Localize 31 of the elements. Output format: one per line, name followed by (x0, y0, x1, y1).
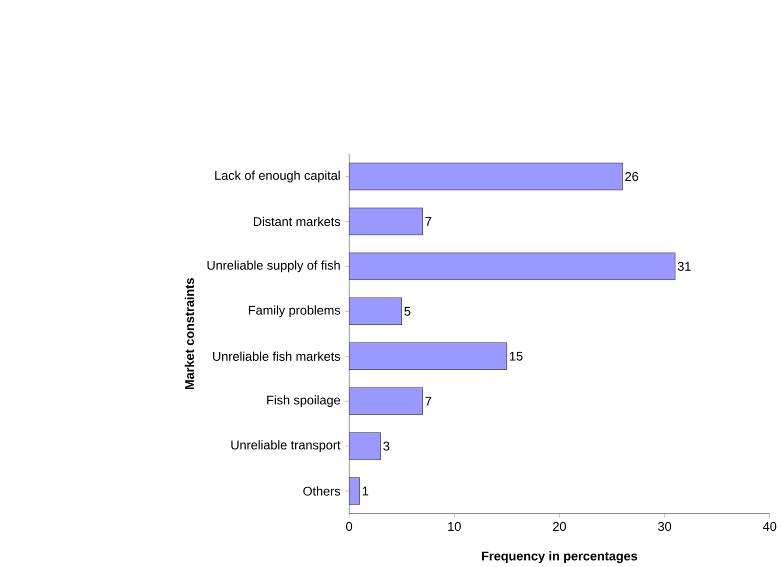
bar (349, 297, 402, 325)
y-tick-label: Fish spoilage (267, 395, 340, 407)
x-tick-label: 10 (448, 522, 461, 531)
y-tick-label: Others (303, 486, 340, 496)
x-axis-title: Frequency in percentages (482, 551, 638, 563)
bar (349, 208, 423, 235)
y-tick-label: Lack of enough capital (215, 170, 340, 182)
x-tick-label: 20 (553, 522, 566, 531)
data-label: 7 (426, 216, 432, 226)
bar (349, 432, 381, 460)
y-tick-label: Unreliable supply of fish (207, 260, 340, 272)
bar (349, 387, 423, 415)
bar (349, 252, 676, 280)
x-tick-label: 0 (346, 522, 352, 531)
data-label: 7 (426, 396, 432, 406)
data-label: 1 (362, 486, 368, 496)
data-label: 26 (625, 172, 638, 181)
x-tick-label: 30 (658, 522, 672, 531)
y-tick-label: Unreliable fish markets (213, 351, 340, 361)
y-tick-label: Unreliable transport (231, 440, 340, 452)
data-label: 3 (383, 441, 390, 450)
data-label: 5 (404, 306, 410, 316)
data-label: 15 (510, 352, 523, 360)
bar (349, 342, 508, 370)
x-tick-label: 40 (763, 522, 776, 531)
bar (349, 162, 623, 190)
y-axis-title: Market constraints (184, 278, 194, 389)
bar (349, 477, 360, 505)
y-tick-label: Distant markets (254, 216, 340, 226)
y-tick-label: Family problems (249, 305, 340, 318)
data-label: 31 (678, 262, 691, 271)
